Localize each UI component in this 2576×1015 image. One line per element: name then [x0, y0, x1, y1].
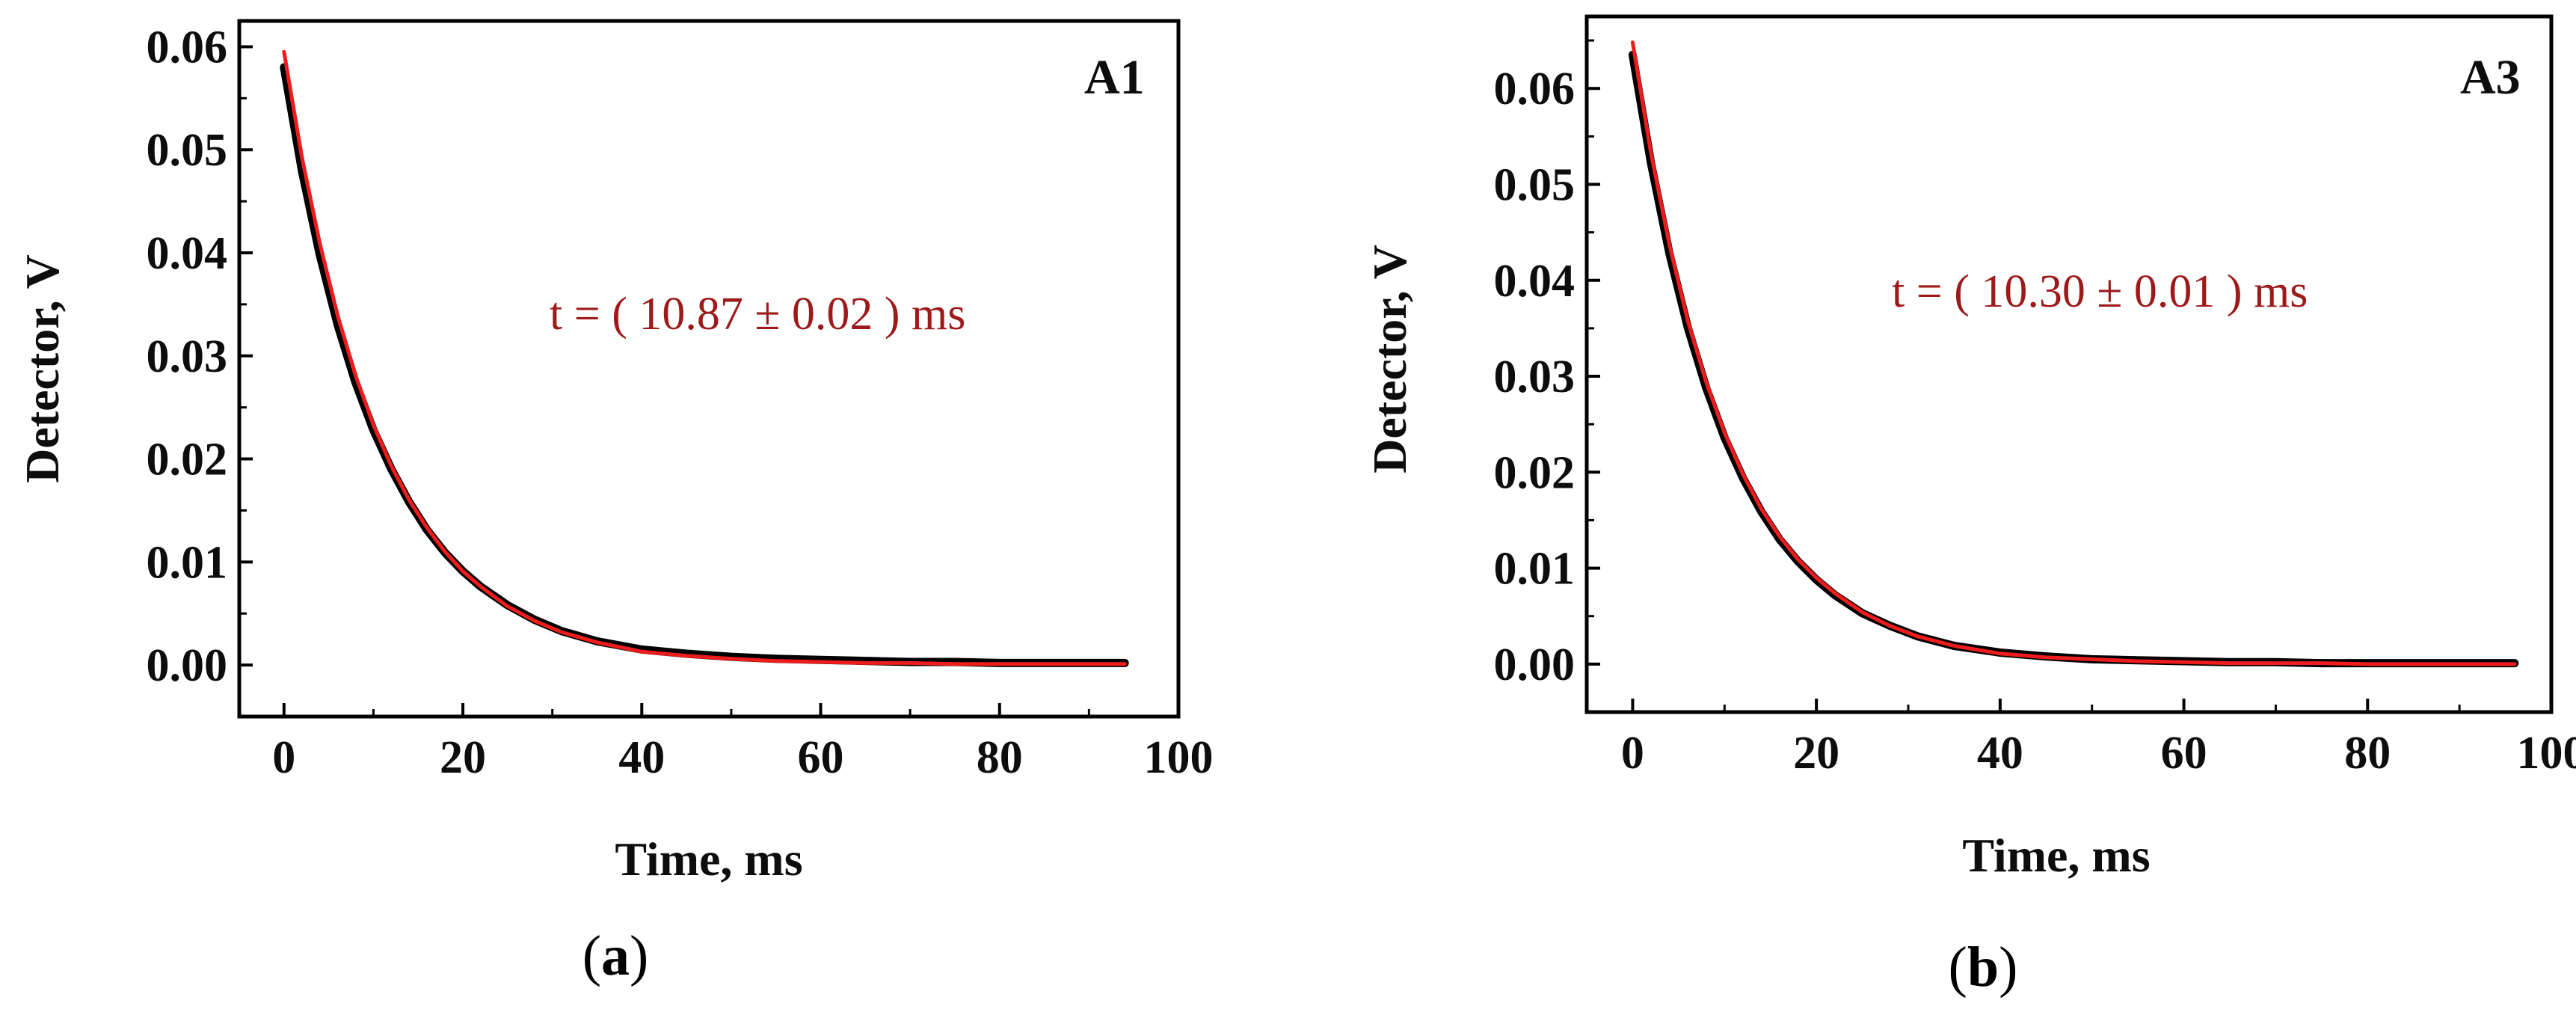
decay-time-annotation: t = ( 10.30 ± 0.01 ) ms — [1892, 266, 2308, 317]
x-tick-label: 100 — [1144, 732, 1214, 783]
x-tick-label: 20 — [1793, 728, 1839, 779]
x-axis-title: Time, ms — [615, 832, 802, 886]
y-axis-title: Detector, V — [1363, 245, 1416, 473]
plot-frame — [1584, 14, 2554, 714]
y-tick-label: 0.02 — [147, 435, 228, 485]
y-tick-label: 0.01 — [1494, 544, 1576, 595]
fit-series-line — [1630, 40, 2517, 666]
y-tick-label: 0.05 — [147, 125, 228, 176]
caption-a: (a) — [582, 924, 649, 987]
y-tick-label: 0.00 — [1494, 640, 1576, 690]
y-tick-label: 0.02 — [1494, 447, 1576, 498]
x-tick-label: 0 — [272, 732, 295, 783]
caption-b: (b) — [1949, 936, 2018, 999]
x-tick-label: 60 — [798, 732, 844, 783]
x-tick-label: 100 — [2517, 728, 2576, 779]
chart-marks: 0 20 40 60 80 100 0.00 0.01 0.02 0.03 0.04 0.05 0.06 — [1494, 39, 2576, 779]
x-axis-title: Time, ms — [1962, 829, 2150, 882]
y-tick-label: 0.03 — [1494, 352, 1576, 402]
measured-series-line — [1628, 50, 2519, 668]
y-tick-label: 0.04 — [1494, 256, 1576, 307]
y-tick-label: 0.00 — [147, 640, 228, 691]
chart-panel-a: 0 20 40 60 80 100 0.00 0.01 0.02 0.03 0.04 0.05 0.06… — [16, 19, 1214, 987]
measured-series-line — [280, 63, 1129, 667]
y-axis-title: Detector, V — [16, 254, 69, 483]
x-tick-label: 40 — [618, 732, 665, 783]
panel-label: A1 — [1084, 50, 1145, 105]
y-tick-label: 0.04 — [147, 228, 228, 279]
caption-open: ( — [1949, 936, 1967, 999]
y-tick-label: 0.05 — [1494, 159, 1576, 210]
y-tick-label: 0.06 — [147, 22, 228, 73]
caption-close: ) — [1999, 936, 2017, 999]
y-tick-label: 0.01 — [147, 537, 228, 588]
y-tick-label: 0.03 — [147, 331, 228, 382]
x-tick-label: 60 — [2161, 728, 2207, 779]
x-tick-label: 40 — [1977, 728, 2023, 779]
x-tick-label: 80 — [2344, 728, 2391, 779]
x-tick-label: 0 — [1621, 728, 1644, 779]
decay-time-annotation: t = ( 10.87 ± 0.02 ) ms — [550, 289, 965, 340]
caption-open: ( — [582, 924, 601, 987]
fit-series-line — [282, 49, 1127, 666]
chart-panel-b: 0 20 40 60 80 100 0.00 0.01 0.02 0.03 0.04 0.05 0.06… — [1363, 14, 2576, 999]
chart-marks: 0 20 40 60 80 100 0.00 0.01 0.02 0.03 0.04 0.05 0.06 — [147, 22, 1214, 783]
panel-label: A3 — [2460, 50, 2521, 105]
x-tick-label: 80 — [977, 732, 1023, 783]
plot-frame — [237, 19, 1181, 719]
x-tick-label: 20 — [440, 732, 486, 783]
caption-close: ) — [630, 924, 648, 987]
y-tick-label: 0.06 — [1494, 64, 1576, 114]
caption-letter: a — [601, 924, 630, 987]
caption-letter: b — [1967, 936, 1999, 999]
